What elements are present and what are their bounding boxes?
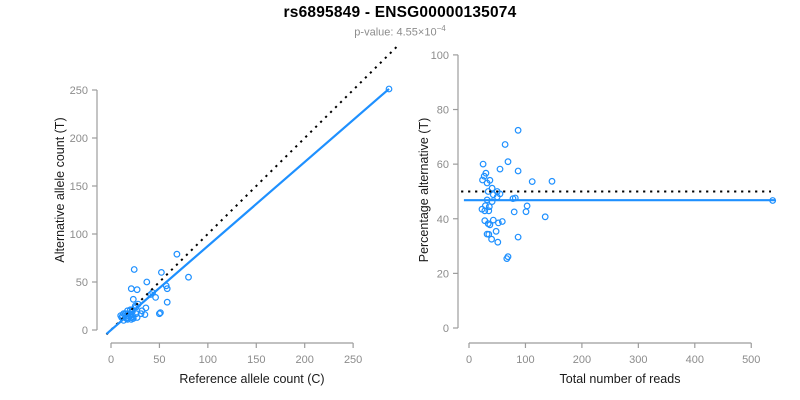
x-tick-label: 50 xyxy=(153,354,165,366)
data-point xyxy=(541,213,549,221)
data-point xyxy=(514,126,522,134)
right-scatter-plot: 0 100 200 300 400 500 0 20 40 60 80 100 Total numbe… xyxy=(417,50,777,386)
fit-line xyxy=(105,88,390,335)
x-tick-label: 100 xyxy=(516,354,534,366)
y-tick-label: 100 xyxy=(70,229,88,241)
data-point xyxy=(127,285,135,293)
data-point xyxy=(185,273,192,281)
y-tick-label: 20 xyxy=(437,268,449,280)
x-tick-label: 200 xyxy=(296,354,314,366)
data-point xyxy=(479,160,487,168)
y-tick-label: 50 xyxy=(76,277,88,289)
y-tick-label: 60 xyxy=(437,159,449,171)
data-point xyxy=(155,310,163,318)
data-point xyxy=(522,208,530,216)
data-point xyxy=(142,304,150,312)
data-point xyxy=(163,285,171,293)
plot-title: rs6895849 - ENSG00000135074 xyxy=(283,4,517,21)
data-point xyxy=(173,250,181,258)
data-point xyxy=(488,184,496,192)
data-point xyxy=(143,278,151,286)
data-point xyxy=(129,295,137,303)
data-point xyxy=(501,141,509,148)
right-yaxis-title: Percentage alternative (T) xyxy=(417,118,431,263)
identity-line xyxy=(105,46,398,336)
y-tick-label: 0 xyxy=(82,325,88,337)
y-tick-label: 200 xyxy=(70,133,88,145)
data-point xyxy=(133,314,141,321)
data-point xyxy=(498,218,506,225)
data-point xyxy=(129,315,137,322)
data-point xyxy=(485,207,493,215)
pvalue-exponent: −4 xyxy=(436,24,446,33)
data-point xyxy=(486,221,494,229)
data-point xyxy=(510,208,518,216)
data-point xyxy=(503,255,511,263)
data-point xyxy=(137,310,145,318)
data-point xyxy=(141,311,149,319)
pvalue-text: p-value: 4.55×10 xyxy=(354,26,437,39)
data-point xyxy=(523,202,531,210)
data-point xyxy=(528,178,536,186)
data-point xyxy=(492,227,500,235)
x-tick-label: 0 xyxy=(108,354,114,366)
data-point xyxy=(481,207,489,215)
x-tick-label: 150 xyxy=(247,354,265,366)
data-point xyxy=(488,198,496,206)
y-tick-label: 250 xyxy=(70,85,88,97)
data-point xyxy=(157,269,165,276)
plot-subtitle: p-value: 4.55×10−4 xyxy=(0,24,800,39)
data-point xyxy=(488,235,496,243)
data-point xyxy=(548,177,556,185)
data-point xyxy=(485,230,493,238)
x-tick-label: 400 xyxy=(686,354,704,366)
left-yaxis-title: Alternative allele count (T) xyxy=(53,117,67,262)
data-point xyxy=(514,233,522,241)
data-point xyxy=(483,179,491,187)
x-tick-label: 500 xyxy=(742,354,760,366)
data-point xyxy=(514,167,522,175)
data-point xyxy=(385,85,393,93)
data-point xyxy=(163,298,171,306)
data-point xyxy=(495,219,502,227)
data-point xyxy=(133,286,141,294)
data-point xyxy=(152,294,160,301)
data-point xyxy=(504,158,512,166)
x-tick-label: 200 xyxy=(573,354,591,366)
x-tick-label: 100 xyxy=(199,354,217,366)
data-point xyxy=(494,238,502,246)
data-point xyxy=(130,266,138,273)
data-point xyxy=(480,172,488,180)
data-point xyxy=(496,165,504,173)
data-point xyxy=(156,309,164,317)
x-tick-label: 250 xyxy=(344,354,362,366)
x-tick-label: 300 xyxy=(629,354,647,366)
right-xaxis-title: Total number of reads xyxy=(560,372,681,386)
data-point xyxy=(485,203,493,211)
y-tick-label: 80 xyxy=(437,105,449,117)
data-point xyxy=(489,216,497,224)
left-scatter-plot: 0 50 100 150 200 250 0 50 100 150 200 250 Reference… xyxy=(53,46,398,386)
left-xaxis-title: Reference allele count (C) xyxy=(179,372,324,386)
y-tick-label: 100 xyxy=(431,50,449,62)
x-tick-label: 0 xyxy=(466,354,472,366)
y-tick-label: 0 xyxy=(443,323,449,335)
y-tick-label: 40 xyxy=(437,214,449,226)
y-tick-label: 150 xyxy=(70,181,88,193)
data-point xyxy=(479,176,486,184)
